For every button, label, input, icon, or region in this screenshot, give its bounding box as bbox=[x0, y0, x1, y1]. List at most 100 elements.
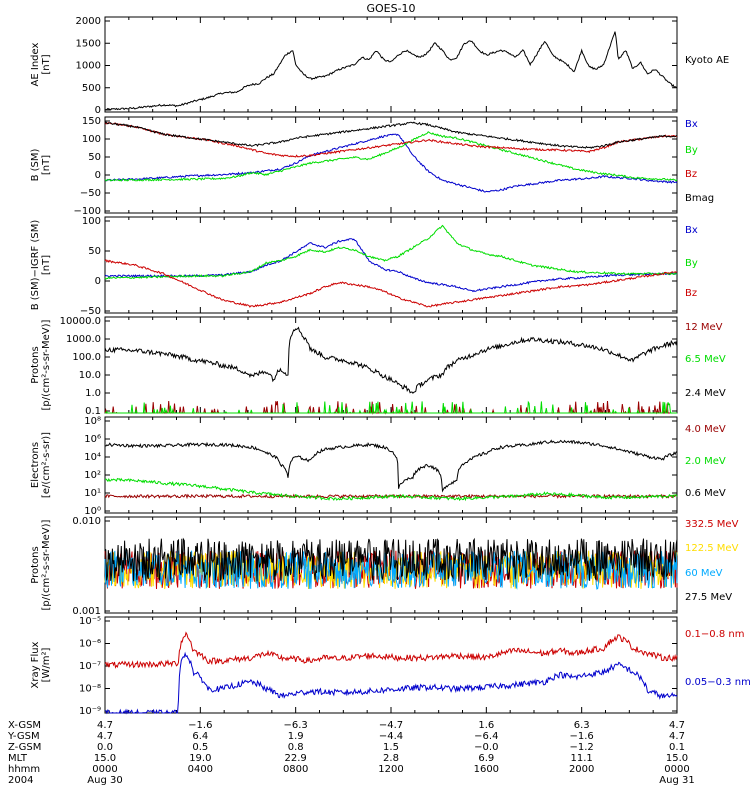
y-tick-label: 10⁻⁵ bbox=[79, 616, 101, 627]
legend-entry: 332.5 MeV bbox=[685, 519, 739, 530]
x-tick-value: 4.7 bbox=[97, 731, 113, 742]
x-tick-value: −0.0 bbox=[474, 742, 498, 753]
y-tick-label: 100 bbox=[82, 216, 101, 227]
y-axis-label: B (SM)−IGRF (SM) bbox=[30, 220, 41, 311]
y-tick-label: 0.1 bbox=[85, 406, 101, 417]
y-tick-label: 10⁸ bbox=[84, 416, 101, 427]
x-tick-value: Aug 30 bbox=[87, 775, 122, 786]
y-tick-label: 1000.0 bbox=[66, 334, 101, 345]
y-axis-label: Protons bbox=[30, 546, 41, 583]
x-tick-value: 15.0 bbox=[94, 753, 116, 764]
legend-entry: By bbox=[685, 145, 698, 156]
y-tick-label: −50 bbox=[80, 306, 101, 317]
y-axis-label: [p/(cm²-s-sr-MeV)] bbox=[41, 519, 52, 610]
x-row-label: Y-GSM bbox=[7, 731, 40, 742]
x-tick-value: 4.7 bbox=[669, 720, 685, 731]
y-axis-label: Electrons bbox=[30, 442, 41, 488]
series-line-by bbox=[104, 224, 678, 280]
x-tick-value: 1200 bbox=[378, 764, 403, 775]
x-tick-value: 1.6 bbox=[478, 720, 494, 731]
y-tick-label: 10⁴ bbox=[84, 452, 101, 463]
x-tick-value: 6.9 bbox=[478, 753, 494, 764]
x-tick-value: 0.0 bbox=[97, 742, 113, 753]
legend-entry: 4.0 MeV bbox=[685, 424, 726, 435]
panel-frame bbox=[104, 316, 678, 414]
x-tick-value: −6.4 bbox=[474, 731, 498, 742]
series-line-0-05-0-3-nm bbox=[104, 651, 678, 715]
x-tick-value: 0800 bbox=[283, 764, 308, 775]
legend-entry: Bz bbox=[685, 288, 697, 299]
y-tick-label: 1.0 bbox=[85, 388, 101, 399]
x-tick-value: 4.7 bbox=[97, 720, 113, 731]
series-line-27-5-mev bbox=[104, 537, 678, 582]
x-tick-value: 2000 bbox=[569, 764, 594, 775]
legend-entry: Bz bbox=[685, 169, 697, 180]
series-line-2-4-mev bbox=[104, 326, 678, 394]
x-tick-value: 1.9 bbox=[288, 731, 304, 742]
x-tick-value: 0400 bbox=[188, 764, 213, 775]
plot-title: GOES-10 bbox=[366, 2, 415, 15]
x-tick-value: 22.9 bbox=[285, 753, 307, 764]
x-tick-value: 19.0 bbox=[189, 753, 211, 764]
x-tick-value: 0000 bbox=[664, 764, 689, 775]
x-row-label: X-GSM bbox=[8, 720, 41, 731]
y-tick-label: 0.001 bbox=[72, 606, 101, 617]
panel-frame bbox=[104, 416, 678, 514]
series-line-bmag bbox=[104, 121, 678, 149]
series-line-by bbox=[104, 131, 678, 182]
panel-frame bbox=[104, 216, 678, 314]
y-axis-label: Xray Flux bbox=[30, 641, 41, 688]
legend-entry: 122.5 MeV bbox=[685, 543, 739, 554]
legend-entry: Bx bbox=[685, 119, 698, 130]
series-line-bx bbox=[104, 133, 678, 193]
x-tick-value: 0.5 bbox=[192, 742, 208, 753]
y-tick-label: 1500 bbox=[76, 38, 101, 49]
legend-entry: 12 MeV bbox=[685, 322, 723, 333]
x-tick-value: Aug 31 bbox=[659, 775, 694, 786]
legend-entry: 60 MeV bbox=[685, 568, 723, 579]
x-tick-value: −4.7 bbox=[379, 720, 403, 731]
y-tick-label: 0 bbox=[95, 170, 101, 181]
legend-entry: 27.5 MeV bbox=[685, 592, 732, 603]
x-tick-value: −1.2 bbox=[570, 742, 594, 753]
y-tick-label: 50 bbox=[88, 246, 101, 257]
y-tick-label: 1000 bbox=[76, 61, 101, 72]
y-tick-label: 10⁻⁸ bbox=[79, 684, 101, 695]
x-tick-value: 15.0 bbox=[666, 753, 688, 764]
panel-frame bbox=[104, 116, 678, 214]
y-axis-label: [nT] bbox=[41, 155, 52, 175]
legend-entry: 2.4 MeV bbox=[685, 388, 726, 399]
y-axis-label: [nT] bbox=[41, 54, 52, 74]
legend-entry: Bmag bbox=[685, 193, 714, 204]
legend-entry: 0.6 MeV bbox=[685, 488, 726, 499]
x-row-label: Z-GSM bbox=[8, 742, 41, 753]
y-tick-label: 10⁶ bbox=[84, 434, 101, 445]
legend-entry: Bx bbox=[685, 225, 698, 236]
x-tick-value: 0.1 bbox=[669, 742, 685, 753]
panel-frame bbox=[104, 616, 678, 714]
y-axis-label: [p/(cm²-s-sr-MeV)] bbox=[41, 319, 52, 410]
y-axis-label: [nT] bbox=[41, 255, 52, 275]
y-tick-label: 10⁻⁹ bbox=[79, 706, 101, 717]
y-tick-label: 0.010 bbox=[72, 516, 101, 527]
x-tick-value: −1.6 bbox=[570, 731, 594, 742]
y-axis-label: AE Index bbox=[30, 42, 41, 86]
y-axis-label: Protons bbox=[30, 346, 41, 383]
y-axis-label: [W/m²] bbox=[41, 647, 52, 682]
series-line-2-0-mev bbox=[104, 477, 678, 502]
y-tick-label: 10² bbox=[84, 470, 101, 481]
series-line-kyoto-ae bbox=[104, 31, 678, 111]
x-tick-value: 0.8 bbox=[288, 742, 304, 753]
y-tick-label: 500 bbox=[82, 83, 101, 94]
series-line-6-5-mev bbox=[105, 400, 677, 415]
panel-frame bbox=[104, 16, 678, 113]
x-tick-value: −4.4 bbox=[379, 731, 403, 742]
legend-entry: By bbox=[685, 258, 698, 269]
y-tick-label: 50 bbox=[88, 152, 101, 163]
legend-entry: 0.1−0.8 nm bbox=[685, 629, 744, 640]
x-row-label: 2004 bbox=[8, 775, 33, 786]
x-tick-value: −6.3 bbox=[284, 720, 308, 731]
x-tick-value: 1.5 bbox=[383, 742, 399, 753]
